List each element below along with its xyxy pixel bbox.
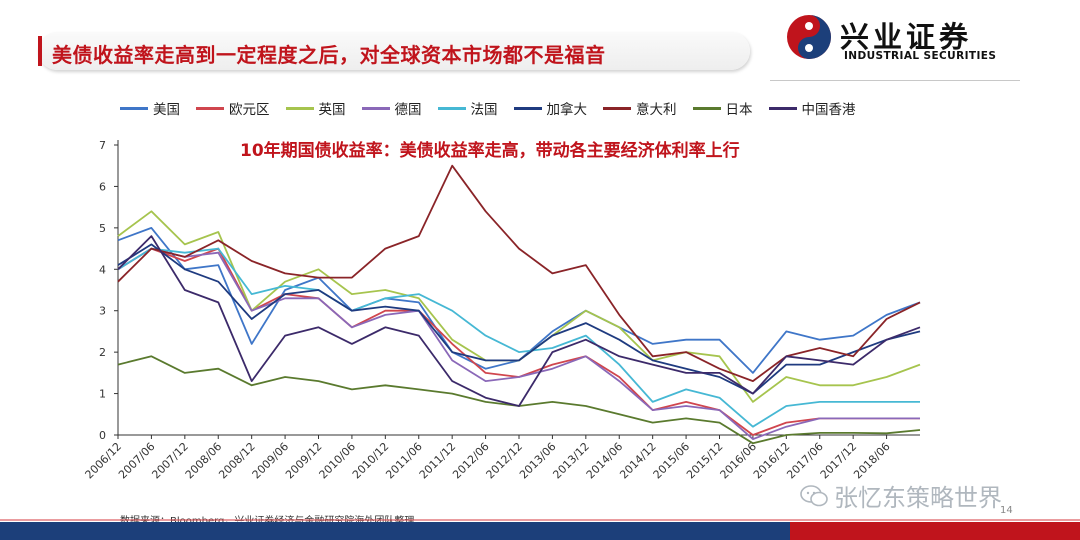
legend-item: 意大利 <box>603 98 677 118</box>
legend-label: 意大利 <box>636 102 677 118</box>
legend-swatch <box>692 106 721 110</box>
logo-chinese-name: 兴业证券 <box>840 20 973 54</box>
legend-label: 德国 <box>394 102 422 118</box>
legend-swatch <box>513 106 542 110</box>
series-line <box>117 355 921 445</box>
series-line <box>117 243 921 395</box>
legend-swatch <box>603 106 631 110</box>
company-logo-icon <box>787 15 831 59</box>
data-source-note: 数据来源：Bloomberg，兴业证券经济与金融研究院海外团队整理 <box>120 512 414 527</box>
legend-label: 日本 <box>725 102 753 118</box>
series-line <box>117 247 920 428</box>
x-tick-label: 2018/06 <box>851 440 893 482</box>
y-tick-label: 1 <box>99 388 106 401</box>
legend-item: 欧元区 <box>196 98 270 118</box>
series-line <box>117 210 921 403</box>
legend-swatch <box>768 106 797 110</box>
wechat-icon <box>800 484 828 506</box>
legend-label: 中国香港 <box>801 102 856 118</box>
legend-item: 日本 <box>692 98 753 118</box>
y-tick-label: 0 <box>99 429 106 442</box>
title-box <box>38 32 750 70</box>
chart-title: 10年期国债收益率：美债收益率走高，带动各主要经济体利率上行 <box>240 141 740 161</box>
series-line <box>117 235 921 407</box>
legend-item: 中国香港 <box>768 98 856 118</box>
legend-swatch <box>196 106 224 110</box>
footer-accent-line <box>0 519 1080 521</box>
legend-swatch <box>437 106 466 110</box>
y-tick-label: 3 <box>99 305 106 318</box>
legend-item: 加拿大 <box>513 98 588 118</box>
legend-item: 美国 <box>120 98 180 118</box>
legend-swatch <box>285 106 314 110</box>
watermark-text: 张忆东策略世界 <box>834 484 1002 512</box>
legend-label: 欧元区 <box>229 102 270 118</box>
footer-bar-blue <box>0 522 790 540</box>
legend-swatch <box>361 106 390 110</box>
legend-label: 加拿大 <box>546 102 588 118</box>
legend-label: 英国 <box>318 102 346 118</box>
header-divider <box>770 80 1020 81</box>
page-number: 14 <box>1000 505 1013 516</box>
page-title: 美债收益率走高到一定程度之后，对全球资本市场都不是福音 <box>52 43 606 67</box>
watermark: 张忆东策略世界 <box>800 478 1002 513</box>
series-line <box>117 247 920 441</box>
legend-label: 法国 <box>470 102 498 118</box>
y-tick-label: 6 <box>99 180 106 193</box>
legend-item: 德国 <box>361 98 422 118</box>
legend-item: 法国 <box>437 98 498 118</box>
title-accent-bar <box>38 36 42 66</box>
y-tick-label: 7 <box>99 139 106 152</box>
y-tick-label: 5 <box>99 222 106 235</box>
legend-item: 英国 <box>285 98 346 118</box>
logo-english-name: INDUSTRIAL SECURITIES <box>844 50 997 62</box>
y-tick-label: 4 <box>99 263 106 276</box>
chart-legend: 美国 欧元区 英国 德国 法国 加拿大 意大利 日本 中国香港 <box>120 98 856 118</box>
footer-bar-red <box>790 522 1080 540</box>
legend-swatch <box>120 106 148 110</box>
y-tick-label: 2 <box>99 346 106 359</box>
legend-label: 美国 <box>153 102 180 118</box>
